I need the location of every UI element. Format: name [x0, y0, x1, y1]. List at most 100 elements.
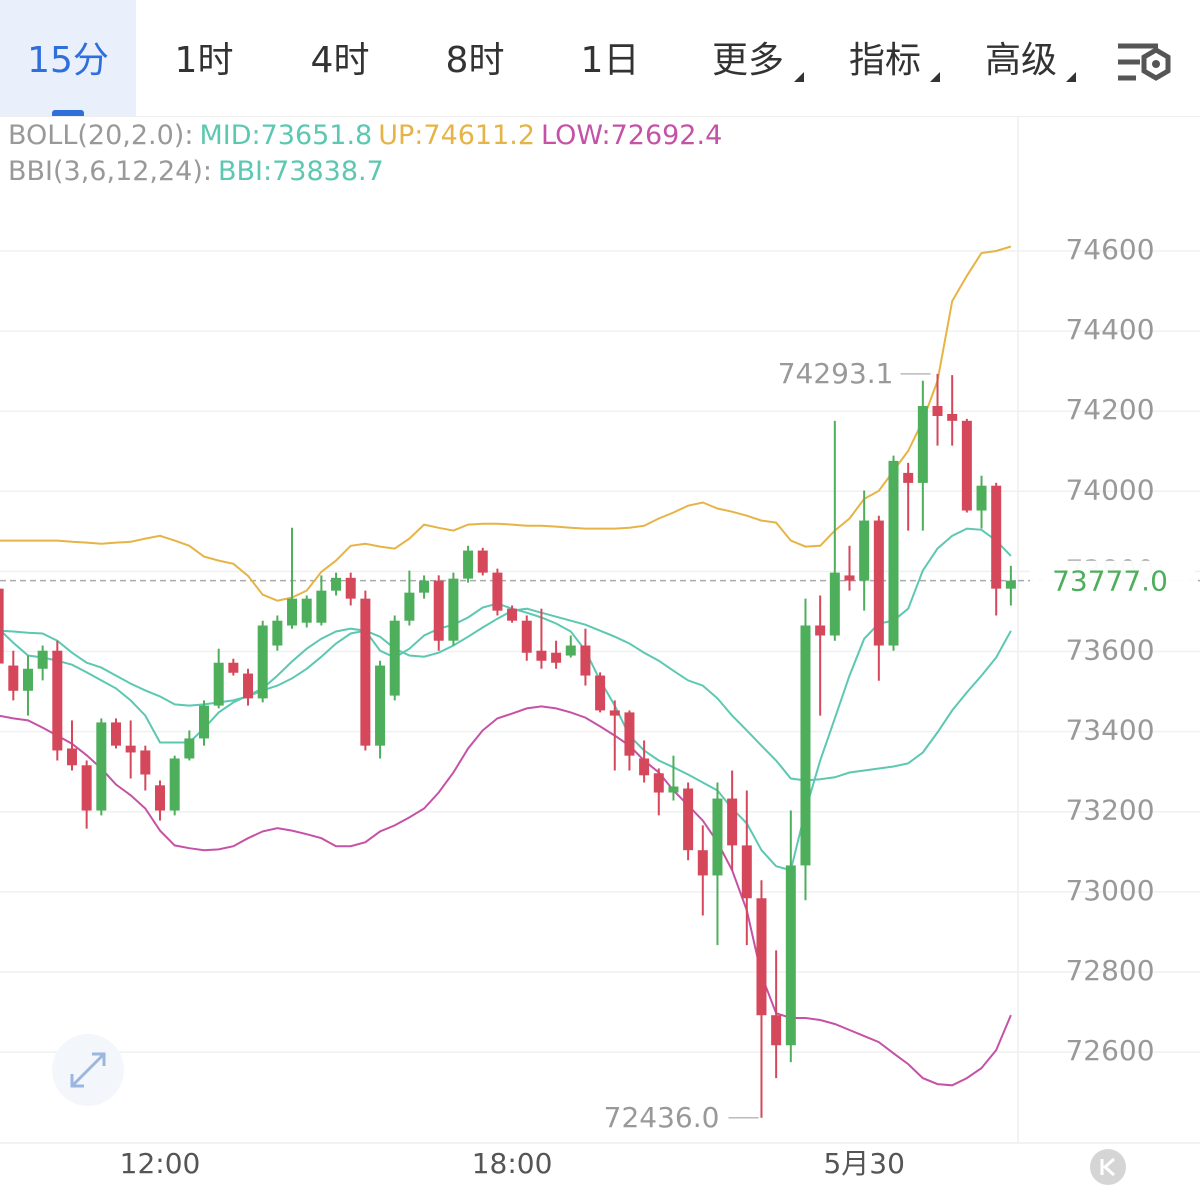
candle-body	[1005, 580, 1016, 589]
candle-body	[947, 414, 958, 421]
candle-body	[551, 652, 562, 663]
candle-body	[991, 485, 1002, 589]
candle-body	[756, 898, 767, 1016]
candle-body	[844, 575, 855, 581]
candle-body	[0, 588, 4, 664]
candle-body	[961, 420, 972, 511]
candle-body	[741, 845, 752, 899]
candle-body	[800, 625, 811, 866]
indicator-line	[0, 527, 1012, 872]
candle-body	[404, 592, 415, 621]
grid	[0, 250, 1200, 1053]
candle-body	[888, 460, 899, 646]
candle-body	[903, 472, 914, 483]
candle-body	[771, 1015, 782, 1046]
candle-body	[169, 758, 180, 811]
candle-body	[199, 705, 210, 739]
y-tick-label: 72800	[1065, 954, 1154, 987]
legend-row: BOLL(20,2.0): MID:73651.8 UP:74611.2 LOW:72…	[8, 118, 728, 154]
candle-body	[639, 758, 650, 776]
candle-body	[389, 620, 400, 696]
labels: 7260072800730007320073400736007380074000…	[120, 233, 1200, 1180]
candle-body	[301, 598, 312, 623]
candle-body	[155, 785, 166, 811]
candle-body	[697, 850, 708, 876]
candle-body	[243, 673, 254, 699]
candle-body	[492, 572, 503, 611]
candle-body	[213, 662, 224, 706]
tab[interactable]: 1日	[580, 40, 640, 81]
tab[interactable]: 8时	[445, 40, 505, 81]
candle-body	[507, 608, 518, 621]
candle-body	[785, 865, 796, 1046]
tab[interactable]: 15分	[0, 0, 136, 116]
settings-icon[interactable]	[1118, 43, 1171, 81]
tab[interactable]: 指标	[848, 40, 921, 81]
candle-body	[463, 550, 474, 579]
last-price-label: 73777.0	[1052, 565, 1168, 598]
candle-body	[595, 675, 606, 711]
y-tick-label: 74400	[1065, 313, 1154, 346]
plot	[0, 245, 1018, 1118]
candle-body	[331, 577, 342, 591]
candle-body	[37, 650, 48, 669]
last-price-tag	[1030, 560, 1195, 601]
candle-body	[96, 722, 107, 811]
timeframe-tabs: 15分 1时 4时 8时 1日 更多 指标 高级	[0, 0, 1200, 117]
candle-body	[52, 650, 63, 751]
kline-button[interactable]	[1090, 1149, 1126, 1185]
candle-body	[375, 665, 386, 746]
y-tick-label: 73400	[1065, 714, 1154, 747]
indicator-line	[0, 705, 1012, 1087]
y-tick-label: 74000	[1065, 473, 1154, 506]
y-tick-label: 72600	[1065, 1034, 1154, 1067]
candle-body	[727, 798, 738, 846]
legend-entry: LOW:72692.4	[541, 120, 723, 151]
candle-body	[873, 520, 884, 646]
candle-body	[653, 773, 664, 793]
expand-button[interactable]	[52, 1034, 124, 1106]
dropdown-arrow	[930, 72, 940, 82]
indicator-legend: BOLL(20,2.0): MID:73651.8 UP:74611.2 LOW:72…	[8, 118, 728, 190]
y-tick-label: 73600	[1065, 634, 1154, 667]
candle-body	[8, 665, 19, 691]
candle-body	[140, 750, 151, 775]
candle-body	[580, 645, 591, 676]
candle-body	[668, 786, 679, 793]
legend-row: BBI(3,6,12,24): BBI:73838.7	[8, 154, 728, 190]
low-label: 72436.0	[604, 1101, 720, 1134]
legend-entry: BBI:73838.7	[218, 156, 384, 187]
legend-entry: UP:74611.2	[378, 120, 536, 151]
candle-body	[419, 580, 430, 593]
candle-body	[829, 572, 840, 636]
high-label: 74293.1	[778, 357, 894, 390]
legend-entry: MID:73651.8	[199, 120, 373, 151]
candle-body	[125, 745, 136, 753]
candle-body	[917, 405, 928, 483]
tab[interactable]: 更多	[711, 40, 784, 81]
candle-body	[683, 788, 694, 851]
dropdown-arrow	[794, 72, 804, 82]
dropdown-arrow	[1066, 72, 1076, 82]
y-tick-label: 74600	[1065, 233, 1154, 266]
candle-body	[624, 712, 635, 756]
tab[interactable]: 高级	[984, 40, 1057, 81]
candle-body	[932, 405, 943, 417]
tab[interactable]: 1时	[174, 40, 234, 81]
x-tick-label: 12:00	[120, 1147, 201, 1180]
candle-body	[345, 577, 356, 599]
y-tick-label: 73200	[1065, 794, 1154, 827]
candle-body	[521, 620, 532, 653]
candle-body	[433, 580, 444, 641]
candle-body	[257, 625, 268, 699]
candle-body	[22, 668, 33, 691]
candle-body	[66, 748, 77, 766]
candle-body	[110, 722, 121, 746]
legend-title: BOLL(20,2.0):	[8, 120, 194, 151]
candle-body	[81, 765, 92, 811]
tab[interactable]: 4时	[310, 40, 370, 81]
candle-body	[228, 662, 239, 673]
indicator-line	[0, 607, 1012, 782]
